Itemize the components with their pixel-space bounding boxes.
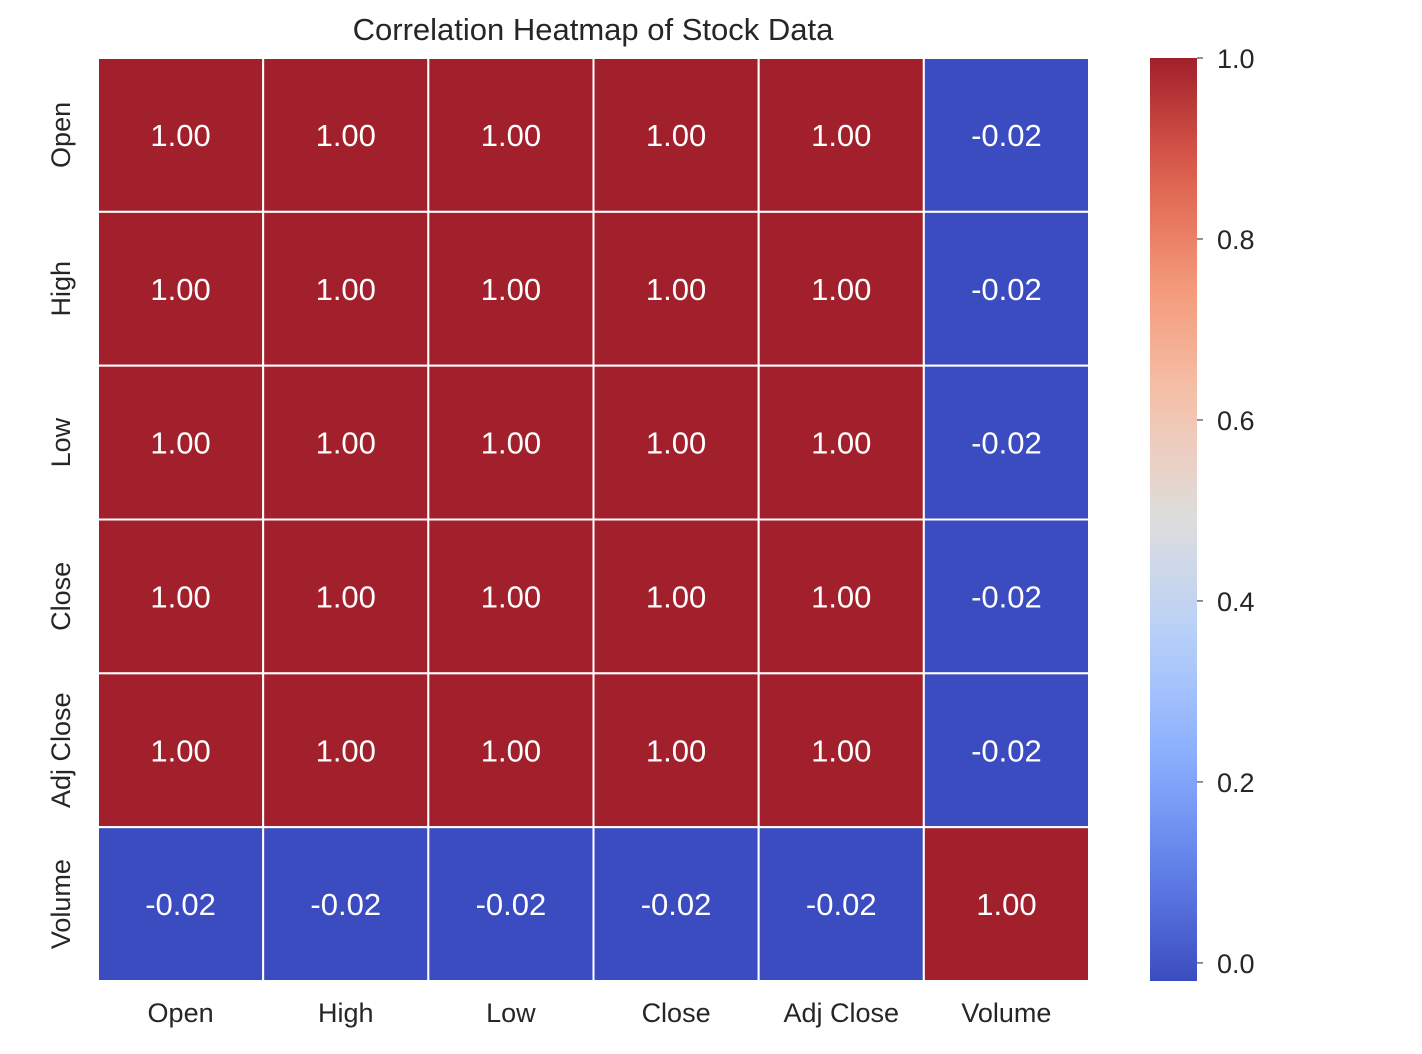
cell-annotation: 1.00: [481, 426, 541, 461]
colorbar-tick-label: 1.0: [1217, 44, 1255, 74]
heatmap-cell: [922, 826, 1090, 983]
cell-annotation: 1.00: [150, 118, 210, 153]
chart-title: Correlation Heatmap of Stock Data: [353, 12, 834, 47]
cell-annotation: 1.00: [646, 272, 706, 307]
heatmap-cell: [922, 57, 1090, 213]
heatmap-cell: [922, 518, 1090, 675]
cell-annotation: -0.02: [971, 579, 1042, 614]
heatmap-cell: [97, 518, 265, 675]
y-tick-labels: Open High Low Close Adj Close Volume: [46, 102, 76, 949]
cell-annotation: 1.00: [646, 733, 706, 768]
cell-annotation: 1.00: [316, 426, 376, 461]
heatmap-cell: [757, 364, 925, 521]
heatmap-cell: [592, 518, 760, 675]
y-tick-label: Open: [46, 102, 76, 168]
heatmap-cell: [592, 210, 760, 367]
colorbar-tick-label: 0.0: [1217, 949, 1255, 979]
y-tick-label: Volume: [46, 859, 76, 949]
cell-annotation: 1.00: [150, 272, 210, 307]
heatmap-cell: [592, 57, 760, 213]
cell-annotation: -0.02: [145, 887, 216, 922]
cell-annotation: 1.00: [811, 426, 871, 461]
heatmap-cell: [427, 672, 595, 829]
heatmap-cell: [97, 672, 265, 829]
cell-annotation: 1.00: [481, 118, 541, 153]
cell-annotation: -0.02: [476, 887, 547, 922]
x-tick-label: Volume: [961, 998, 1051, 1028]
cell-annotation: 1.00: [316, 272, 376, 307]
cell-annotation: -0.02: [641, 887, 712, 922]
cell-annotation: 1.00: [481, 272, 541, 307]
heatmap-cell: [592, 672, 760, 829]
cell-annotation: 1.00: [646, 426, 706, 461]
heatmap-cell: [97, 364, 265, 521]
y-tick-label: High: [46, 261, 76, 317]
x-tick-labels: Open High Low Close Adj Close Volume: [148, 998, 1052, 1028]
heatmap-cells: [97, 57, 1090, 983]
heatmap-cell: [262, 57, 430, 213]
heatmap-annotations: 1.00 1.00 1.00 1.00 1.00 -0.02 1.00 1.00 1.00 1.0…: [145, 118, 1042, 922]
heatmap-cell: [592, 826, 760, 983]
heatmap-cell: [757, 826, 925, 983]
x-tick-label: Adj Close: [783, 998, 899, 1028]
cell-annotation: 1.00: [150, 579, 210, 614]
y-tick-label: Adj Close: [46, 692, 76, 808]
cell-annotation: 1.00: [811, 118, 871, 153]
cell-annotation: 1.00: [646, 579, 706, 614]
colorbar-tick-labels: 0.0 0.2 0.4 0.6 0.8 1.0: [1197, 44, 1255, 979]
x-tick-label: Open: [148, 998, 214, 1028]
cell-annotation: 1.00: [481, 579, 541, 614]
cell-annotation: -0.02: [971, 733, 1042, 768]
cell-annotation: 1.00: [811, 579, 871, 614]
y-tick-label: Low: [46, 417, 76, 467]
cell-annotation: -0.02: [806, 887, 877, 922]
cell-annotation: 1.00: [646, 118, 706, 153]
heatmap-cell: [922, 672, 1090, 829]
x-tick-label: Close: [642, 998, 711, 1028]
heatmap-cell: [592, 364, 760, 521]
heatmap-cell: [427, 57, 595, 213]
cell-annotation: 1.00: [976, 887, 1036, 922]
heatmap-cell: [97, 826, 265, 983]
cell-annotation: 1.00: [811, 733, 871, 768]
heatmap-cell: [262, 210, 430, 367]
x-tick-label: Low: [486, 998, 536, 1028]
cell-annotation: 1.00: [481, 733, 541, 768]
cell-annotation: 1.00: [150, 426, 210, 461]
cell-annotation: -0.02: [971, 118, 1042, 153]
colorbar: [1150, 58, 1197, 981]
cell-annotation: -0.02: [971, 272, 1042, 307]
heatmap-cell: [922, 364, 1090, 521]
heatmap-cell: [757, 57, 925, 213]
heatmap-cell: [922, 210, 1090, 367]
cell-annotation: 1.00: [316, 118, 376, 153]
heatmap-cell: [97, 57, 265, 213]
cell-annotation: 1.00: [316, 733, 376, 768]
heatmap-cell: [757, 518, 925, 675]
cell-annotation: 1.00: [811, 272, 871, 307]
cell-annotation: 1.00: [150, 733, 210, 768]
cell-annotation: -0.02: [971, 426, 1042, 461]
heatmap-cell: [262, 518, 430, 675]
heatmap-cell: [427, 518, 595, 675]
cell-annotation: 1.00: [316, 579, 376, 614]
cell-annotation: -0.02: [310, 887, 381, 922]
heatmap-cell: [262, 364, 430, 521]
colorbar-tick-label: 0.8: [1217, 225, 1255, 255]
colorbar-tick-label: 0.4: [1217, 587, 1255, 617]
colorbar-tick-label: 0.2: [1217, 768, 1255, 798]
colorbar-tick-label: 0.6: [1217, 406, 1255, 436]
y-tick-label: Close: [46, 562, 76, 631]
x-tick-label: High: [318, 998, 374, 1028]
heatmap-cell: [757, 672, 925, 829]
